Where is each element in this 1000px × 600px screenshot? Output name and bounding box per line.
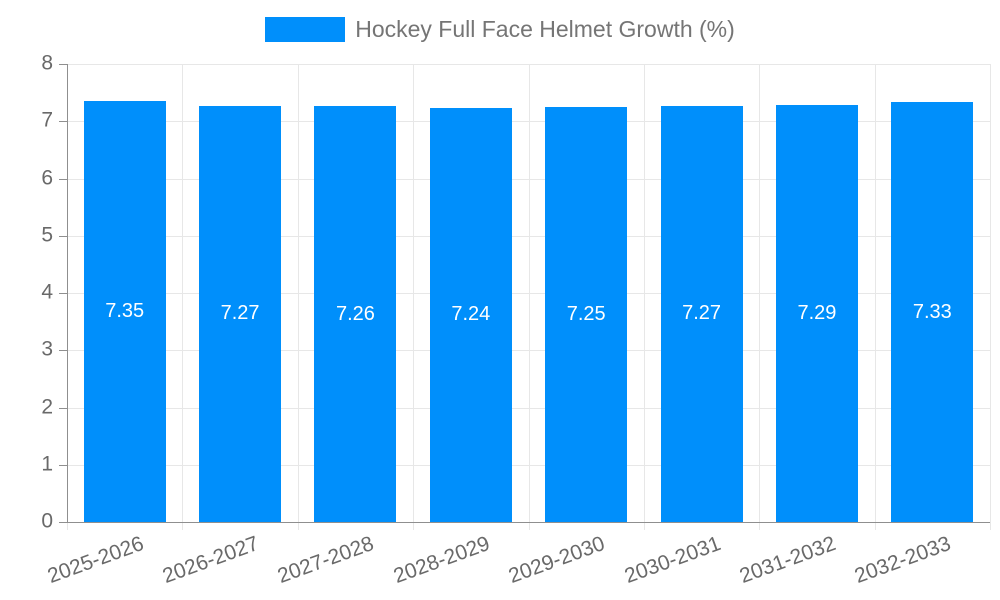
x-tick-mark: [643, 522, 645, 530]
x-axis-label: 2028-2029: [390, 532, 493, 588]
legend-swatch: [265, 17, 346, 42]
x-gridline: [874, 64, 876, 522]
y-tick-mark: [59, 235, 67, 237]
x-gridline: [182, 64, 184, 522]
y-tick-mark: [59, 350, 67, 352]
x-gridline: [297, 64, 299, 522]
x-tick-mark: [990, 522, 991, 530]
bar[interactable]: 7.27: [660, 105, 743, 522]
y-tick-label: 3: [41, 337, 53, 361]
y-tick-mark: [59, 407, 67, 409]
x-axis-label: 2026-2027: [159, 532, 262, 588]
y-tick-label: 4: [41, 280, 53, 304]
x-axis-label: 2030-2031: [621, 532, 724, 588]
bar-value-label: 7.26: [335, 302, 375, 325]
x-tick-mark: [297, 522, 299, 530]
plot-area: 0 1 2 3 4 5 6 7 8 7.35 2025-2026 7.27 2026-2027 7.26 2…: [41, 52, 991, 588]
bar[interactable]: 7.35: [83, 101, 166, 522]
x-axis-label: 2032-2033: [851, 532, 955, 588]
x-gridline: [528, 64, 530, 522]
x-axis-label: 2029-2030: [505, 532, 609, 588]
bar-value-label: 7.35: [105, 300, 145, 323]
x-tick-mark: [528, 522, 530, 530]
bar-value-label: 7.33: [912, 300, 952, 323]
y-tick-mark: [59, 178, 67, 180]
x-axis-label: 2025-2026: [44, 532, 147, 588]
y-tick-label: 7: [41, 108, 53, 132]
y-tick-label: 0: [41, 509, 53, 533]
x-tick-mark: [759, 522, 761, 530]
x-axis-line: [67, 522, 990, 523]
y-tick-label: 2: [41, 395, 53, 419]
x-tick-mark: [413, 522, 415, 530]
y-tick-mark: [59, 121, 67, 123]
bar[interactable]: 7.24: [429, 107, 512, 522]
y-tick-mark: [59, 464, 67, 466]
bar[interactable]: 7.27: [199, 105, 282, 522]
bar-value-label: 7.27: [220, 302, 260, 325]
legend[interactable]: Hockey Full Face Helmet Growth (%): [0, 16, 1000, 43]
y-tick-label: 5: [41, 223, 53, 247]
y-tick-mark: [59, 293, 67, 294]
bar[interactable]: 7.26: [314, 106, 397, 522]
legend-label: Hockey Full Face Helmet Growth (%): [355, 16, 735, 42]
bar-value-label: 7.24: [451, 303, 491, 326]
y-axis-line: [67, 64, 68, 522]
y-tick-label: 8: [41, 51, 53, 75]
x-gridline: [643, 64, 645, 522]
x-gridline: [413, 64, 415, 522]
bar[interactable]: 7.25: [545, 106, 628, 522]
y-tick-mark: [59, 522, 67, 523]
bar-value-label: 7.25: [566, 302, 606, 325]
x-gridline: [759, 64, 761, 522]
bar[interactable]: 7.29: [775, 104, 858, 522]
x-axis-label: 2027-2028: [275, 532, 378, 588]
x-axis-label: 2031-2032: [736, 532, 839, 588]
y-tick-label: 1: [41, 452, 53, 476]
bar-value-label: 7.27: [682, 302, 722, 325]
x-gridline: [990, 64, 991, 522]
bar[interactable]: 7.33: [891, 102, 974, 522]
y-tick-mark: [59, 64, 67, 65]
bar-value-label: 7.29: [797, 301, 837, 324]
x-tick-mark: [67, 522, 68, 530]
y-tick-label: 6: [41, 166, 53, 190]
x-tick-mark: [874, 522, 876, 530]
x-tick-mark: [182, 522, 184, 530]
